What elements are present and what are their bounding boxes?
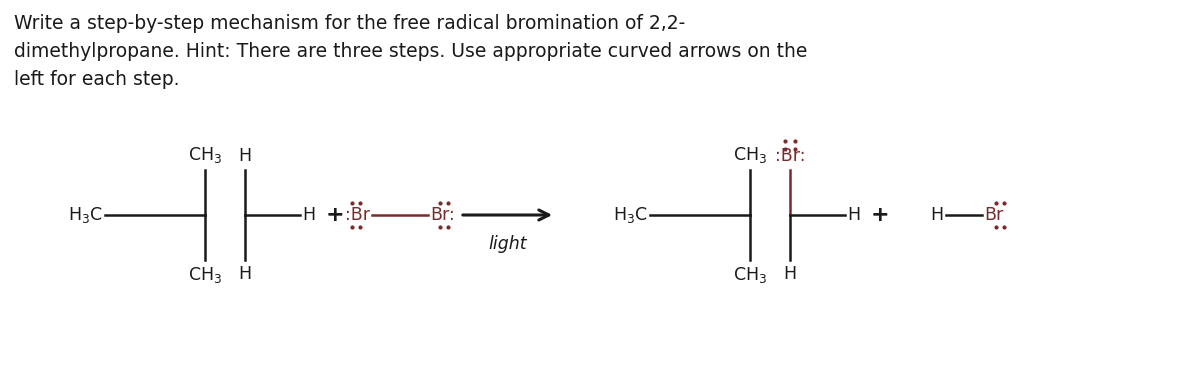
Text: Br: Br — [984, 206, 1003, 224]
Text: dimethylpropane. Hint: There are three steps. Use appropriate curved arrows on t: dimethylpropane. Hint: There are three s… — [14, 42, 808, 61]
Text: H: H — [302, 206, 316, 224]
Text: :Br:: :Br: — [775, 147, 805, 165]
Text: Br:: Br: — [430, 206, 455, 224]
Text: H: H — [847, 206, 860, 224]
Text: CH$_3$: CH$_3$ — [733, 265, 767, 285]
Text: H: H — [239, 265, 252, 283]
Text: Write a step-by-step mechanism for the free radical bromination of 2,2-: Write a step-by-step mechanism for the f… — [14, 14, 685, 33]
Text: :Br: :Br — [346, 206, 370, 224]
Text: light: light — [488, 235, 527, 253]
Text: H: H — [239, 147, 252, 165]
Text: H: H — [784, 265, 797, 283]
Text: CH$_3$: CH$_3$ — [188, 265, 222, 285]
Text: +: + — [325, 205, 344, 225]
Text: +: + — [871, 205, 889, 225]
Text: left for each step.: left for each step. — [14, 70, 180, 89]
Text: H$_3$C: H$_3$C — [613, 205, 648, 225]
Text: H: H — [930, 206, 943, 224]
Text: H$_3$C: H$_3$C — [68, 205, 103, 225]
Text: CH$_3$: CH$_3$ — [733, 145, 767, 165]
Text: CH$_3$: CH$_3$ — [188, 145, 222, 165]
